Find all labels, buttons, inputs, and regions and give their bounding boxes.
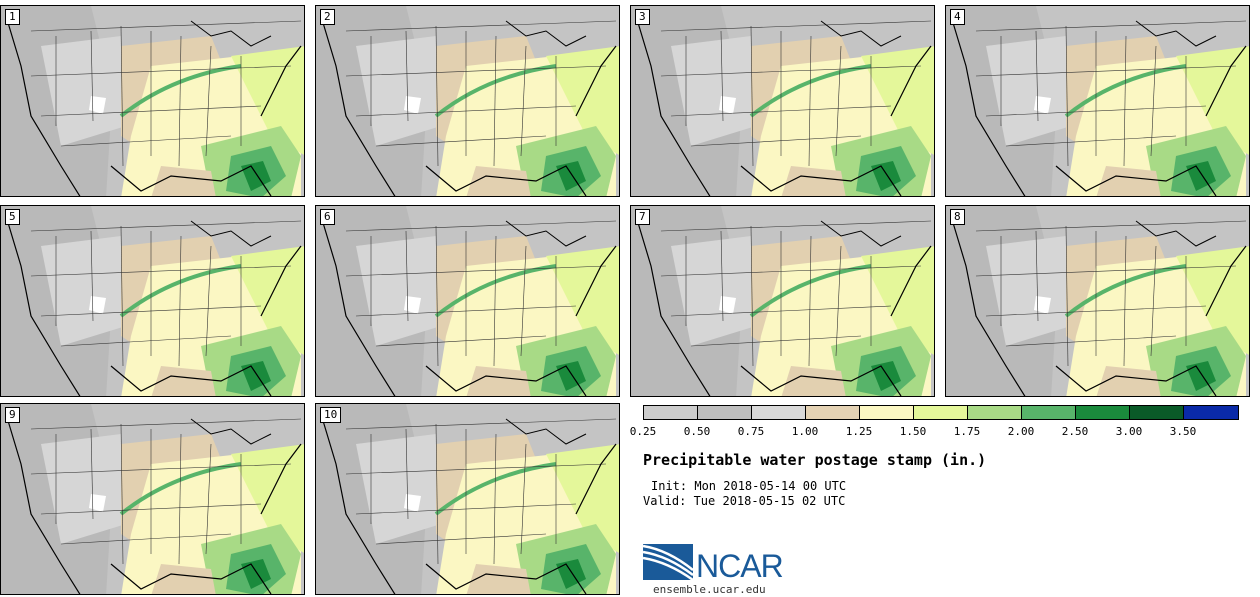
map-panel: 1: [0, 5, 305, 197]
panel-number: 3: [635, 9, 650, 25]
map-panel: 10: [315, 403, 620, 595]
panel-number: 6: [320, 209, 335, 225]
panel-number: 10: [320, 407, 342, 423]
colorbar-tick-label: 1.25: [845, 425, 873, 438]
colorbar-segment: [644, 406, 698, 419]
colorbar-tick-label: 1.75: [953, 425, 981, 438]
map-panel: 4: [945, 5, 1250, 197]
map-panel: 5: [0, 205, 305, 397]
valid-time: Valid: Tue 2018-05-15 02 UTC: [643, 494, 846, 508]
colorbar-segment: [914, 406, 968, 419]
colorbar-segment: [1130, 406, 1184, 419]
colorbar-tick-label: 0.25: [629, 425, 657, 438]
colorbar-segment: [1022, 406, 1076, 419]
colorbar-segment: [698, 406, 752, 419]
panel-number: 5: [5, 209, 20, 225]
colorbar-tick-label: 2.50: [1061, 425, 1089, 438]
panel-number: 1: [5, 9, 20, 25]
colorbar-tick-label: 1.00: [791, 425, 819, 438]
map-panel: 9: [0, 403, 305, 595]
map-panel: 3: [630, 5, 935, 197]
colorbar-segment: [968, 406, 1022, 419]
colorbar-tick-label: 0.50: [683, 425, 711, 438]
panel-number: 8: [950, 209, 965, 225]
colorbar-segment: [752, 406, 806, 419]
colorbar-tick-label: 3.00: [1115, 425, 1143, 438]
panel-number: 9: [5, 407, 20, 423]
colorbar-tick-label: 3.50: [1169, 425, 1197, 438]
colorbar-segment: [1184, 406, 1238, 419]
colorbar-tick-label: 0.75: [737, 425, 765, 438]
map-panel: 6: [315, 205, 620, 397]
colorbar-segment: [806, 406, 860, 419]
init-time: Init: Mon 2018-05-14 00 UTC: [651, 479, 847, 493]
logo-text: NCAR: [696, 548, 784, 584]
panel-number: 2: [320, 9, 335, 25]
map-panel: 2: [315, 5, 620, 197]
ncar-logo-icon: [643, 544, 694, 582]
panel-number: 7: [635, 209, 650, 225]
colorbar: [643, 405, 1239, 420]
map-title: Precipitable water postage stamp (in.): [643, 451, 987, 469]
colorbar-segment: [860, 406, 914, 419]
colorbar-tick-label: 2.00: [1007, 425, 1035, 438]
colorbar-tick-label: 1.50: [899, 425, 927, 438]
site-url: ensemble.ucar.edu: [653, 583, 766, 596]
map-panel: 8: [945, 205, 1250, 397]
colorbar-segment: [1076, 406, 1130, 419]
map-panel: 7: [630, 205, 935, 397]
panel-number: 4: [950, 9, 965, 25]
